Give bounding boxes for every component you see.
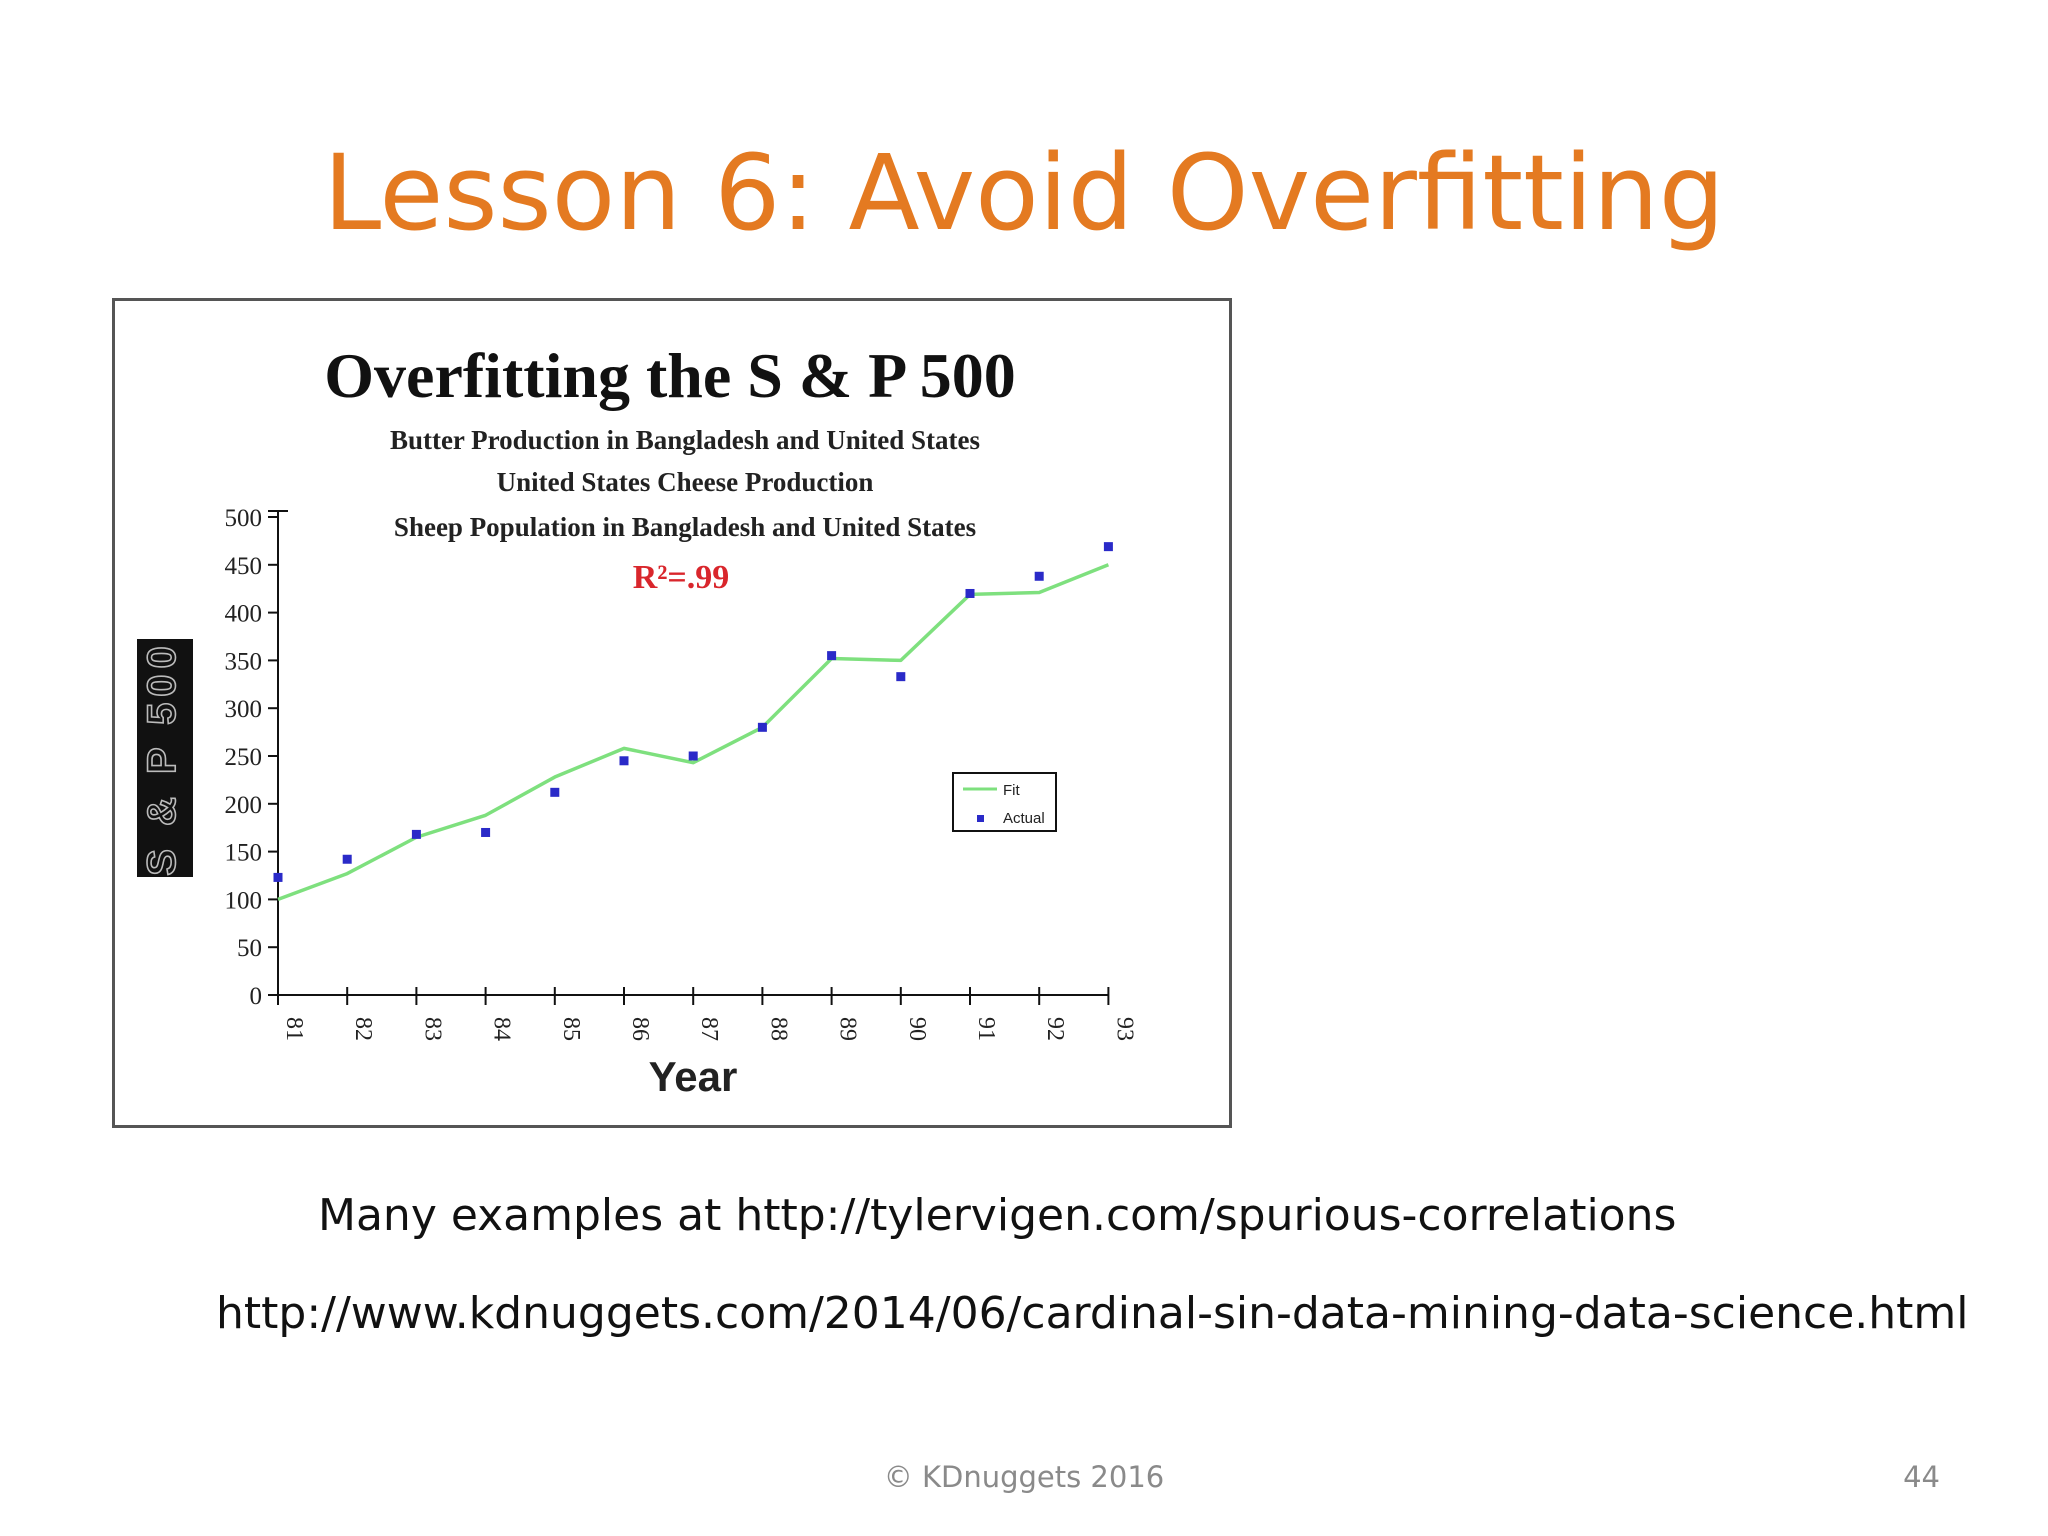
fit-line <box>277 563 1110 902</box>
legend-box <box>952 772 1057 832</box>
y-tick-label: 450 <box>225 553 263 580</box>
y-tick-label: 250 <box>225 744 263 771</box>
actual-point <box>827 651 837 661</box>
chart-subtitle-1: Butter Production in Bangladesh and Unit… <box>390 425 980 455</box>
actual-point <box>757 722 767 732</box>
legend-actual-label: Actual <box>1003 810 1045 827</box>
chart-title: Overfitting the S & P 500 <box>324 340 1015 411</box>
x-tick-label: 86 <box>627 1017 653 1041</box>
x-tick-label: 87 <box>696 1017 722 1041</box>
x-tick-label: 93 <box>1111 1017 1137 1041</box>
x-tick-label: 89 <box>835 1017 861 1041</box>
chart-subtitle-3: Sheep Population in Bangladesh and Unite… <box>394 512 976 542</box>
y-axis-label: S & P 500 <box>140 640 184 876</box>
r-squared-annotation: R²=.99 <box>633 559 730 596</box>
y-tick-label: 100 <box>225 887 263 914</box>
legend-fit-label: Fit <box>1003 782 1020 799</box>
x-tick-label: 81 <box>281 1017 307 1041</box>
actual-series <box>273 542 1113 882</box>
caption-kdnuggets-link: http://www.kdnuggets.com/2014/06/cardina… <box>216 1288 1969 1339</box>
y-tick-label: 500 <box>225 505 263 532</box>
x-tick-label: 90 <box>904 1017 930 1041</box>
x-tick-label: 88 <box>765 1017 791 1041</box>
actual-point <box>411 829 421 839</box>
y-tick-label: 50 <box>237 935 262 962</box>
x-axis-label: Year <box>649 1053 738 1100</box>
x-tick-label: 83 <box>419 1017 445 1041</box>
x-tick-label: 84 <box>489 1017 515 1041</box>
x-tick-label: 92 <box>1042 1017 1068 1041</box>
actual-point <box>1034 571 1044 581</box>
y-axis-label-bg <box>137 639 193 877</box>
y-tick-label: 300 <box>225 696 263 723</box>
x-tick-label: 91 <box>973 1017 999 1041</box>
chart-subtitle-2: United States Cheese Production <box>497 467 874 497</box>
legend: Fit Actual <box>952 772 1057 832</box>
actual-point <box>550 787 560 797</box>
fit-series <box>277 563 1110 902</box>
y-tick-label: 350 <box>225 648 263 675</box>
actual-point <box>342 854 352 864</box>
y-tick-label: 0 <box>250 983 263 1010</box>
x-tick-label: 82 <box>350 1017 376 1041</box>
chart-frame: Overfitting the S & P 500 Butter Product… <box>112 298 1232 1128</box>
y-tick-label: 400 <box>225 601 263 628</box>
y-tick-label: 150 <box>225 840 263 867</box>
legend-actual-swatch <box>977 815 984 822</box>
actual-point <box>896 672 906 682</box>
page-number: 44 <box>1903 1460 1940 1494</box>
actual-point <box>1103 542 1113 552</box>
axes: 0 50 100 150 200 250 300 350 400 450 500 81 82 83 84 85… <box>225 505 1138 1041</box>
actual-point <box>965 588 975 598</box>
caption-spurious-correlations: Many examples at http://tylervigen.com/s… <box>318 1190 1677 1241</box>
chart-svg: Overfitting the S & P 500 Butter Product… <box>137 340 1138 1100</box>
x-tick-label: 85 <box>558 1017 584 1041</box>
slide-title: Lesson 6: Avoid Overfitting <box>323 132 1725 254</box>
actual-point <box>481 827 491 837</box>
actual-point <box>619 756 629 766</box>
actual-point <box>273 872 283 882</box>
actual-point <box>688 751 698 761</box>
copyright: © KDnuggets 2016 <box>883 1460 1165 1494</box>
y-tick-label: 200 <box>225 792 263 819</box>
